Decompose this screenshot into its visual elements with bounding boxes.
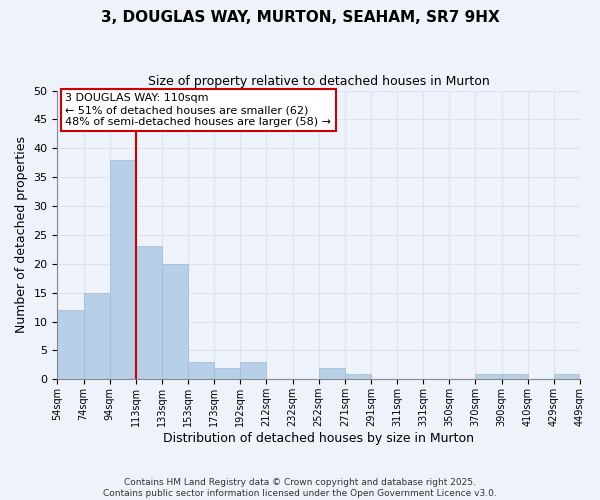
Text: 3 DOUGLAS WAY: 110sqm
← 51% of detached houses are smaller (62)
48% of semi-deta: 3 DOUGLAS WAY: 110sqm ← 51% of detached … (65, 94, 331, 126)
Bar (214, 368, 241, 380)
Bar (58, 310, 83, 380)
Text: 3, DOUGLAS WAY, MURTON, SEAHAM, SR7 9HX: 3, DOUGLAS WAY, MURTON, SEAHAM, SR7 9HX (101, 10, 499, 25)
Bar (241, 362, 266, 380)
Bar (475, 374, 502, 380)
Bar (319, 368, 345, 380)
Y-axis label: Number of detached properties: Number of detached properties (15, 136, 28, 334)
Bar (554, 374, 580, 380)
Text: Contains HM Land Registry data © Crown copyright and database right 2025.
Contai: Contains HM Land Registry data © Crown c… (103, 478, 497, 498)
Bar (345, 374, 371, 380)
Bar (162, 264, 188, 380)
Bar (136, 246, 162, 380)
Title: Size of property relative to detached houses in Murton: Size of property relative to detached ho… (148, 75, 490, 88)
Bar (110, 160, 136, 380)
X-axis label: Distribution of detached houses by size in Murton: Distribution of detached houses by size … (163, 432, 474, 445)
Bar (502, 374, 528, 380)
Bar (83, 292, 110, 380)
Bar (188, 362, 214, 380)
